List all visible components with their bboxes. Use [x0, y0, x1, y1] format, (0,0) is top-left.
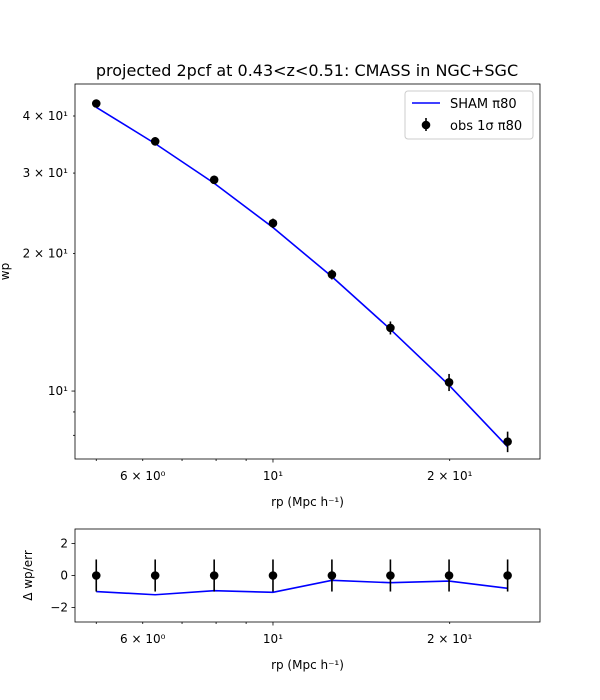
legend-label-sham: SHAM π80: [450, 97, 517, 112]
y-tick-label: 4 × 10¹: [23, 109, 69, 123]
y-tick-label: 2: [60, 536, 68, 550]
y-tick-label: 10¹: [48, 384, 68, 398]
data-point: [386, 323, 395, 333]
axes-frame: [74, 528, 541, 623]
x-tick-label: 2 × 10¹: [427, 469, 473, 483]
data-point: [91, 571, 101, 580]
data-point: [150, 571, 160, 580]
data-point: [209, 571, 219, 580]
legend-marker-swatch: [421, 120, 431, 130]
x-tick-label: 6 × 10⁰: [120, 469, 166, 483]
data-point: [150, 137, 160, 146]
y-tick-label: −2: [50, 601, 68, 615]
x-tick-label: 6 × 10⁰: [120, 632, 166, 646]
y-axis-label: wp: [0, 263, 12, 280]
y-axis-label: Δ wp/err: [21, 550, 35, 601]
series-line: [95, 106, 509, 448]
x-tick-label: 10¹: [263, 632, 283, 646]
data-point: [327, 571, 337, 580]
y-tick-label: 3 × 10¹: [23, 166, 69, 180]
data-point: [91, 99, 101, 108]
data-point: [268, 571, 278, 580]
data-point: [444, 378, 454, 387]
x-axis-label: rp (Mpc h⁻¹): [271, 658, 344, 672]
main-plot: 6 × 10⁰ 2 × 10¹ 10¹ 2 × 10¹ 3 × 10¹ 4 × 10¹ 10…: [0, 83, 541, 509]
x-axis-label: rp (Mpc h⁻¹): [271, 495, 344, 509]
axes-frame: [74, 83, 541, 460]
y-tick-label: 0: [60, 569, 68, 583]
legend: SHAM π80 obs 1σ π80: [404, 90, 534, 140]
x-tick-label: 2 × 10¹: [427, 632, 473, 646]
data-point: [209, 175, 219, 185]
data-point: [503, 571, 512, 580]
x-tick-label: 10¹: [263, 469, 283, 483]
chart-title: projected 2pcf at 0.43<z<0.51: CMASS in …: [96, 61, 518, 80]
data-point: [444, 571, 454, 580]
legend-label-obs: obs 1σ π80: [450, 119, 522, 134]
residual-plot: 6 × 10⁰ 2 × 10¹ 10¹ 2 0 −2 rp (Mpc h⁻¹) Δ wp/er…: [21, 528, 541, 672]
data-point: [386, 571, 395, 580]
y-tick-label: 2 × 10¹: [23, 247, 69, 261]
series-line: [96, 579, 508, 596]
data-point: [268, 218, 278, 228]
data-point: [327, 270, 337, 279]
data-point: [503, 437, 512, 446]
